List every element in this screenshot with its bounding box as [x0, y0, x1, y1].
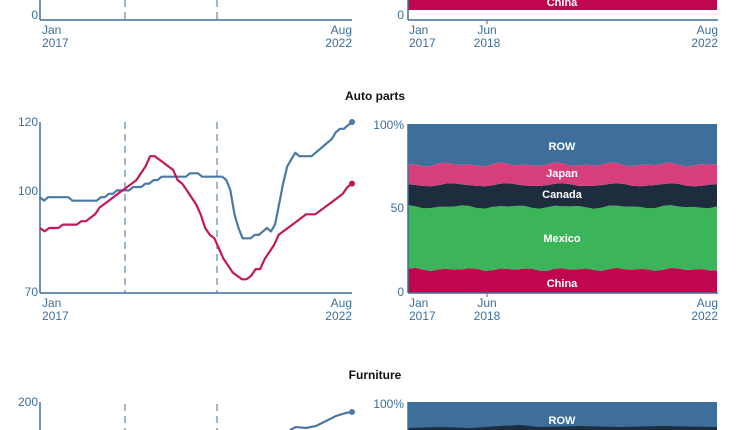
furniture-area-label-row: ROW — [549, 415, 577, 427]
top-line-x-tick-2022: 2022 — [325, 36, 352, 50]
auto-area-bands — [408, 124, 717, 293]
auto-area-y-tick-50: 50 — [391, 201, 405, 215]
auto-parts-title: Auto parts — [345, 89, 405, 103]
auto-line-series-red-endpoint — [349, 180, 355, 187]
auto-line-x-tick-aug: Aug — [331, 296, 352, 310]
auto-area-band-row — [408, 124, 717, 167]
furniture-area-chart: ROW 100% — [373, 397, 717, 430]
top-line-x-tick-aug: Aug — [331, 23, 352, 37]
auto-parts-area-chart: ROW Japan Canada Mexico China 100% 50 0 … — [373, 118, 718, 323]
top-line-y-tick-0: 0 — [31, 8, 38, 22]
furniture-title: Furniture — [349, 368, 402, 382]
auto-area-x-tick-2017: 2017 — [409, 309, 436, 323]
auto-area-band-china — [408, 267, 717, 293]
furniture-area-row-band — [408, 402, 717, 430]
auto-area-x-tick-2018: 2018 — [474, 309, 501, 323]
auto-area-y-tick-100: 100% — [373, 118, 404, 132]
top-area-x-tick-jun: Jun — [477, 23, 496, 37]
auto-line-x-tick-jan: Jan — [42, 296, 61, 310]
furniture-area-canada-band — [408, 425, 717, 430]
top-area-x-tick-jan: Jan — [409, 23, 428, 37]
auto-line-series-red — [39, 155, 353, 281]
top-area-x-tick-2018: 2018 — [474, 36, 501, 50]
top-line-chart: 0 Jan 2017 Aug 2022 — [31, 0, 352, 50]
auto-line-series-blue-endpoint — [349, 119, 355, 125]
furniture-line-series-blue-endpoint — [349, 409, 355, 415]
auto-area-x-tick-aug: Aug — [697, 296, 718, 310]
top-area-y-tick-0: 0 — [397, 8, 404, 22]
auto-area-band-canada — [408, 183, 717, 209]
auto-area-label-japan: Japan — [546, 168, 578, 180]
auto-line-x-tick-2017: 2017 — [42, 309, 69, 323]
auto-line-y-tick-100: 100 — [18, 184, 38, 198]
auto-area-x-tick-2022: 2022 — [691, 309, 718, 323]
auto-area-x-tick-jan: Jan — [409, 296, 428, 310]
top-area-x-tick-2017: 2017 — [409, 36, 436, 50]
furniture-line-series-blue — [289, 410, 353, 430]
auto-line-series-blue — [39, 121, 353, 240]
auto-area-band-mexico — [408, 205, 717, 271]
furniture-line-y-tick-200: 200 — [18, 395, 38, 409]
auto-area-label-canada: Canada — [542, 189, 583, 201]
auto-line-y-tick-120: 120 — [18, 115, 38, 129]
auto-area-label-mexico: Mexico — [543, 233, 581, 245]
auto-area-label-china: China — [547, 278, 578, 290]
auto-area-label-row: ROW — [549, 141, 577, 153]
auto-area-band-japan — [408, 162, 717, 187]
top-area-chart: China 0 Jan 2017 Jun 2018 Aug 2022 — [397, 0, 718, 50]
top-line-x-tick-jan: Jan — [42, 23, 61, 37]
auto-area-y-tick-0: 0 — [397, 285, 404, 299]
top-line-x-tick-2017: 2017 — [42, 36, 69, 50]
furniture-area-y-tick-100: 100% — [373, 397, 404, 411]
top-area-x-tick-aug: Aug — [697, 23, 718, 37]
auto-line-y-tick-70: 70 — [25, 285, 39, 299]
auto-parts-line-chart: 120 100 70 Jan 2017 Aug 2022 — [18, 115, 355, 323]
top-area-china-band — [408, 0, 717, 10]
auto-line-x-tick-2022: 2022 — [325, 309, 352, 323]
furniture-line-chart: 200 — [18, 395, 355, 430]
top-area-label-china: China — [547, 0, 578, 9]
auto-area-x-tick-jun: Jun — [477, 296, 496, 310]
top-area-x-tick-2022: 2022 — [691, 36, 718, 50]
